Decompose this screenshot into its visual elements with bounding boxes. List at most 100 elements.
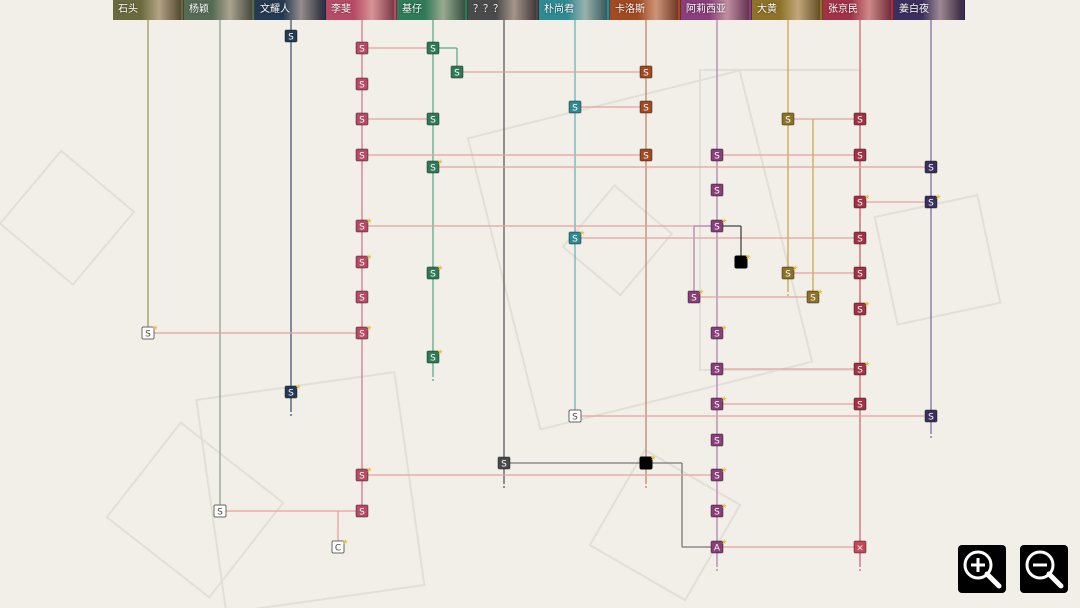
story-node[interactable]: S [355,77,369,91]
zoom-out-button[interactable] [1020,545,1068,593]
story-node[interactable]: S★ [710,217,727,233]
node-label: S [572,413,578,423]
story-node[interactable]: S [426,112,440,126]
character-tab-10[interactable]: 张京民 [823,0,894,20]
story-node[interactable]: S★ [853,300,870,316]
story-node[interactable]: S [355,112,369,126]
character-tab-label: 大黄 [757,4,777,15]
story-node[interactable]: S★ [355,466,372,482]
story-node[interactable]: S [426,41,440,55]
story-node[interactable]: S [853,231,867,245]
story-node[interactable]: S★ [710,466,727,482]
story-node[interactable]: S★ [710,324,727,340]
story-node[interactable]: S [355,41,369,55]
node-label: S [430,354,436,364]
story-node[interactable]: S★ [355,324,372,340]
story-node[interactable]: S★ [426,158,443,174]
story-node[interactable]: S [853,148,867,162]
character-tab-4[interactable]: 基仔 [397,0,468,20]
story-node[interactable]: S [710,433,724,447]
story-node[interactable]: S [710,362,724,376]
node-label: S [714,472,720,482]
story-node[interactable]: S [450,65,464,79]
character-portrait-icon [638,0,678,20]
character-tab-11[interactable]: 姜白夜 [894,0,965,20]
node-box [853,397,867,411]
node-label: S [714,187,720,197]
node-label: S [359,81,365,91]
character-tab-5[interactable]: ？？？ [468,0,539,20]
story-node[interactable]: ★ [734,253,751,269]
story-node[interactable]: S★ [355,217,372,233]
story-node[interactable]: S★ [355,253,372,269]
story-node[interactable]: S [853,266,867,280]
story-node[interactable]: S [924,409,938,423]
story-node[interactable]: S [710,148,724,162]
character-tab-7[interactable]: 卡洛斯 [610,0,681,20]
story-node[interactable]: S [568,409,582,423]
character-tab-6[interactable]: 朴尚君 [539,0,610,20]
story-node[interactable]: S [781,112,795,126]
story-node[interactable]: S [853,112,867,126]
story-node[interactable]: S [213,504,227,518]
character-tab-label: 张京民 [828,4,858,15]
story-node[interactable]: S★ [687,288,704,304]
node-box [853,540,867,554]
story-node[interactable]: S [284,29,298,43]
character-tab-8[interactable]: 阿莉西亚 [681,0,752,20]
character-tab-label: 石头 [118,4,138,15]
node-box [710,433,724,447]
node-box [924,160,938,174]
character-tab-3[interactable]: 李斐 [326,0,397,20]
story-node[interactable]: S [639,148,653,162]
story-node[interactable]: S★ [806,288,823,304]
node-label: S [714,223,720,233]
story-node[interactable]: S★ [426,264,443,280]
story-node[interactable]: S [568,100,582,114]
star-icon: ★ [366,466,372,474]
locked-node[interactable]: × [853,540,867,554]
node-label: S [217,508,223,518]
node-box [639,100,653,114]
story-node[interactable]: S★ [284,383,301,399]
node-box [355,290,369,304]
node-label: S [857,235,863,245]
node-box [734,255,748,269]
story-node[interactable]: ★ [639,454,656,470]
story-node[interactable]: S★ [568,229,585,245]
story-node[interactable]: S★ [141,324,158,340]
character-tab-9[interactable]: 大黄 [752,0,823,20]
node-box [853,362,867,376]
story-node[interactable]: S [355,290,369,304]
story-node[interactable]: S★ [853,360,870,376]
story-node[interactable]: S★ [710,502,727,518]
story-node[interactable]: S★ [853,193,870,209]
story-node[interactable]: S [355,504,369,518]
node-box [355,77,369,91]
story-node[interactable]: S [497,456,511,470]
zoom-in-button[interactable] [958,545,1006,593]
alt-story-node[interactable]: A★ [710,538,727,554]
choice-node[interactable]: C★ [331,538,348,554]
node-box [426,41,440,55]
story-node[interactable]: S★ [426,348,443,364]
story-node[interactable]: S [710,183,724,197]
node-box [355,468,369,482]
story-node[interactable]: S [853,397,867,411]
story-node[interactable]: S [924,160,938,174]
node-label: C [335,544,341,554]
node-box [355,41,369,55]
story-node[interactable]: S [639,65,653,79]
story-node[interactable]: S [355,148,369,162]
character-tab-2[interactable]: 文耀人 [255,0,326,20]
story-node[interactable]: S★ [710,395,727,411]
node-box [710,397,724,411]
story-node[interactable]: S [639,100,653,114]
character-tab-1[interactable]: 杨颖 [184,0,255,20]
story-node[interactable]: S★ [924,193,941,209]
star-icon: ★ [437,348,443,356]
character-tab-label: ？？？ [473,4,503,15]
character-tab-0[interactable]: 石头 [113,0,184,20]
star-icon: ★ [721,538,727,546]
story-node[interactable]: S★ [781,264,798,280]
